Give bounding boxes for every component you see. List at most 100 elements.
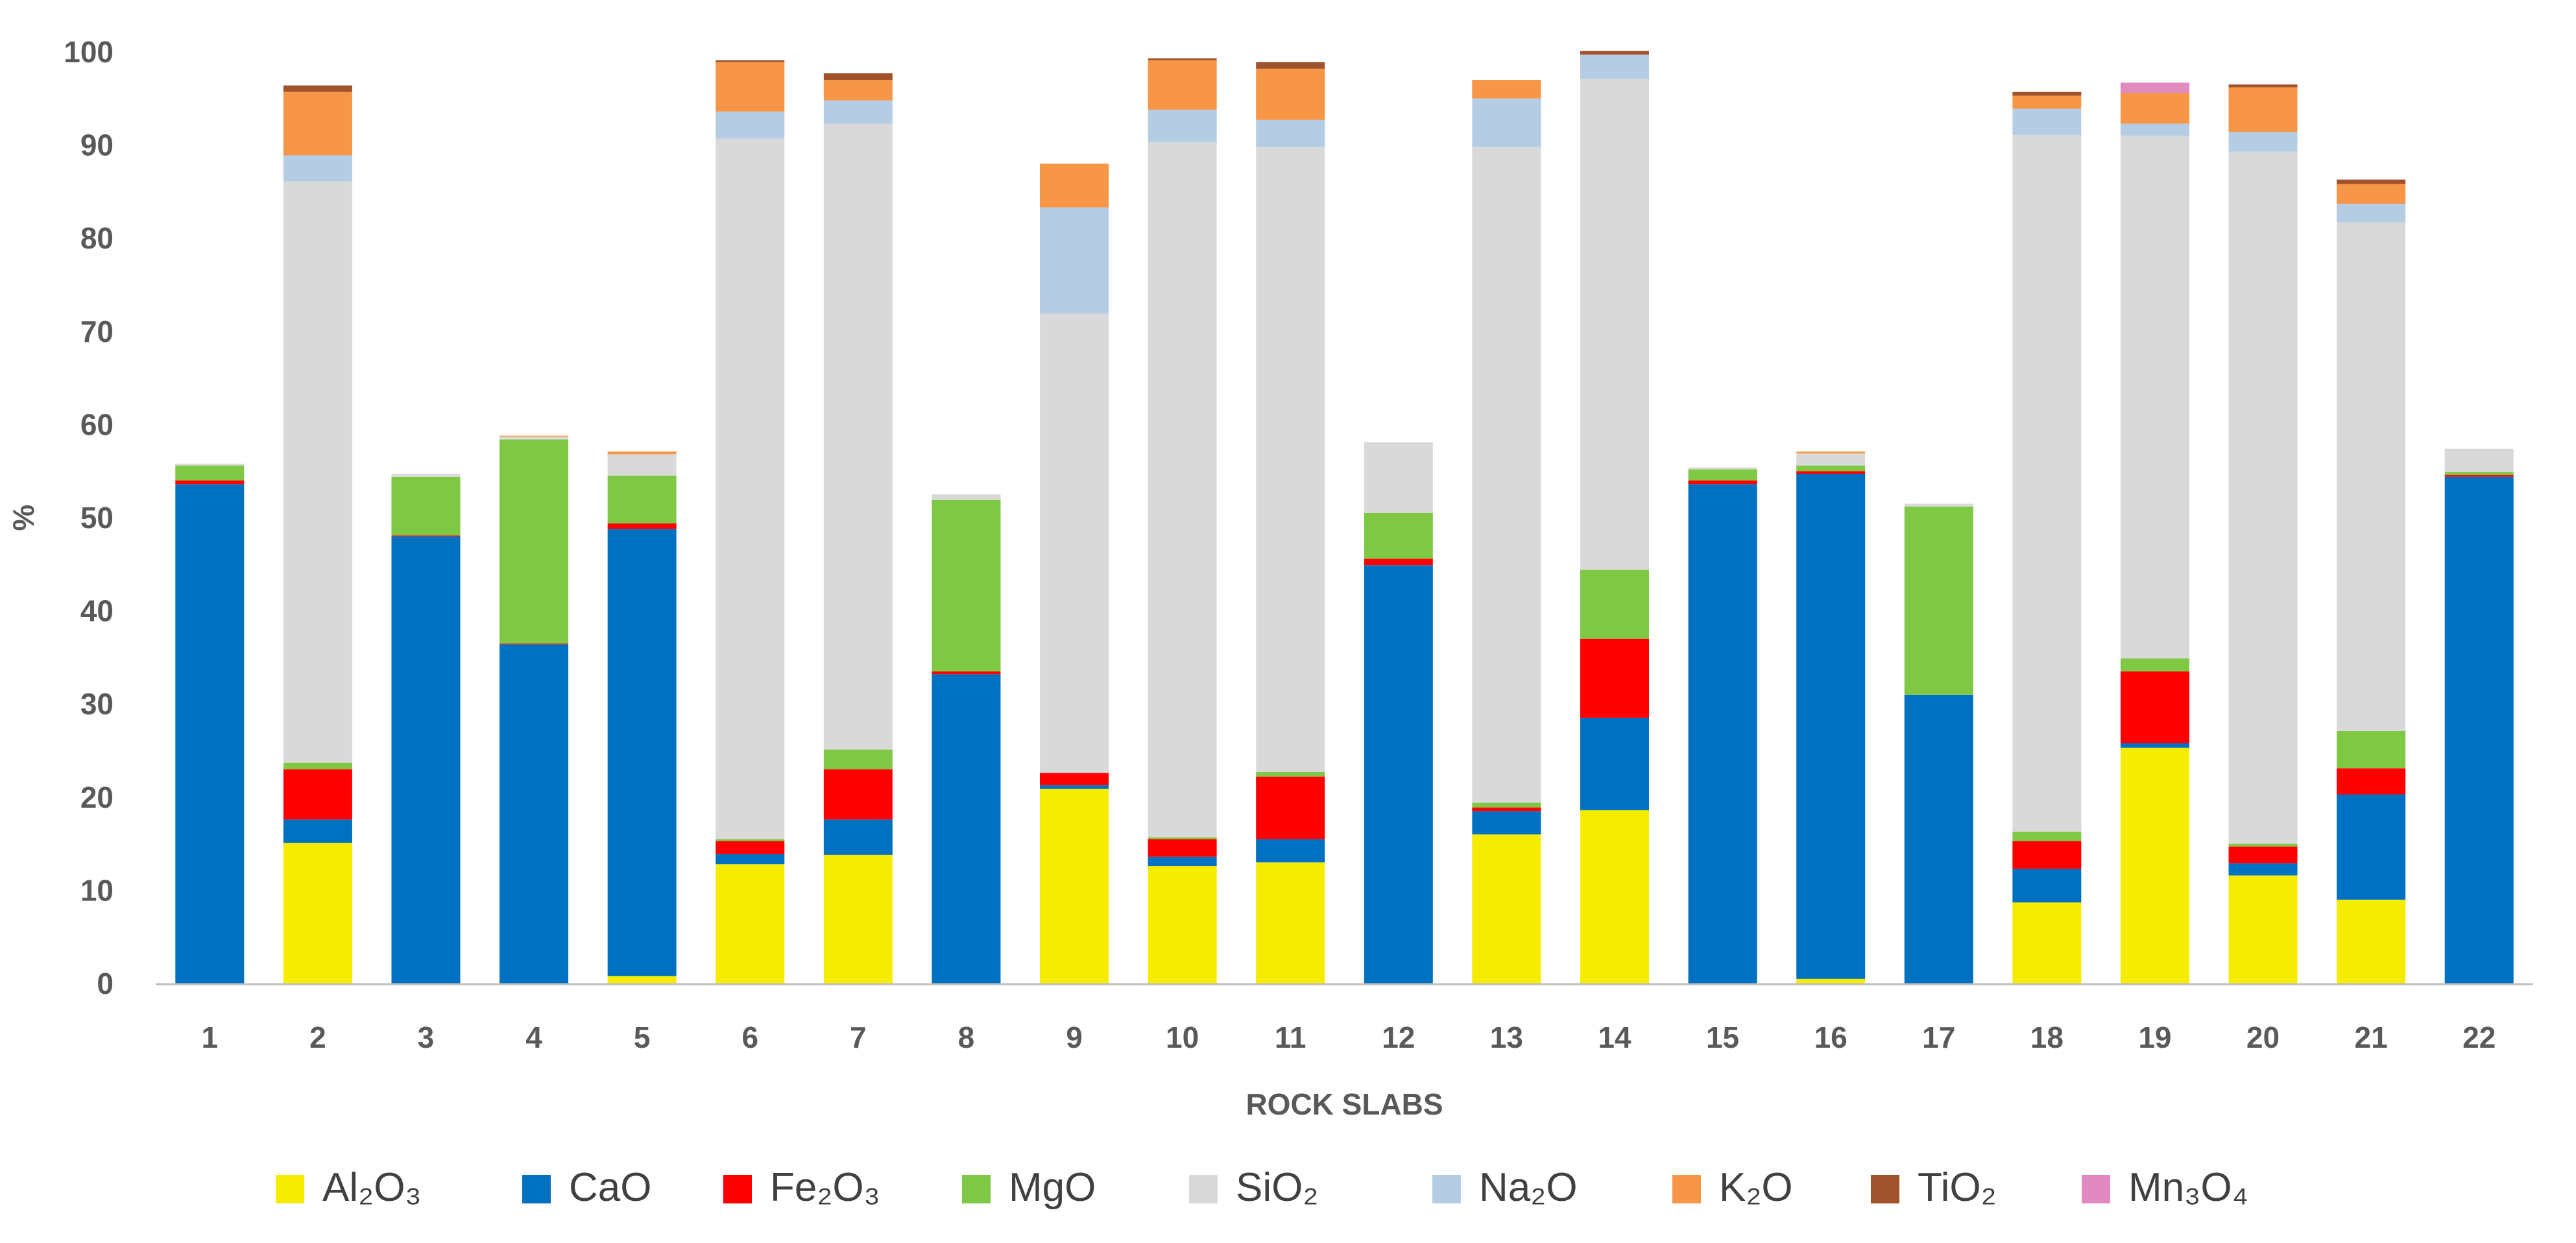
bar-segment-1-s2 bbox=[175, 480, 245, 485]
bar-segment-20-s2 bbox=[2228, 846, 2298, 863]
x-tick-label: 1 bbox=[202, 1020, 219, 1054]
bar-segment-9-s5 bbox=[1040, 207, 1109, 314]
bar-segment-2-s2 bbox=[283, 769, 352, 820]
bar-segment-3-s1 bbox=[391, 536, 461, 984]
bar-segment-5-s3 bbox=[607, 476, 677, 524]
bar-segment-5-s4 bbox=[607, 454, 677, 476]
bar-segment-11-s6 bbox=[1256, 68, 1325, 120]
bar-segment-18-s1 bbox=[2012, 869, 2082, 903]
bar-segment-19-s3 bbox=[2120, 658, 2189, 671]
bar-segment-5-s1 bbox=[607, 529, 677, 976]
bar-segment-10-s7 bbox=[1148, 58, 1217, 60]
bar-segment-3-s2 bbox=[391, 535, 461, 537]
bar-segment-18-s3 bbox=[2012, 831, 2082, 841]
bar-segment-19-s4 bbox=[2120, 136, 2189, 658]
bar-segment-10-s0 bbox=[1148, 866, 1217, 984]
bar-segment-21-s7 bbox=[2337, 179, 2406, 184]
bar-segment-6-s5 bbox=[716, 111, 785, 139]
bar-segment-14-s4 bbox=[1580, 78, 1649, 570]
bar-segment-2-s7 bbox=[283, 85, 352, 92]
legend-label: SiO₂ bbox=[1236, 1165, 1318, 1210]
bar-segment-21-s5 bbox=[2337, 204, 2406, 223]
bar-segment-8-s4 bbox=[932, 494, 1001, 500]
bar-segment-6-s3 bbox=[716, 839, 785, 841]
bar-segment-18-s7 bbox=[2012, 91, 2082, 96]
bar-segment-4-s4 bbox=[500, 437, 569, 440]
bar-segment-2-s1 bbox=[283, 819, 352, 843]
bar-segment-19-s1 bbox=[2120, 743, 2189, 748]
bar-segment-18-s2 bbox=[2012, 841, 2082, 869]
bar-segment-19-s8 bbox=[2120, 82, 2189, 93]
bar-segment-18-s5 bbox=[2012, 108, 2082, 135]
bar-segment-11-s2 bbox=[1256, 777, 1325, 839]
bar-segment-13-s5 bbox=[1472, 98, 1541, 147]
bar-segment-5-s2 bbox=[607, 523, 677, 529]
bar-segment-3-s4 bbox=[391, 474, 461, 477]
bar-segment-12-s4 bbox=[1364, 442, 1433, 513]
legend-swatch bbox=[1189, 1175, 1218, 1203]
bar-segment-1-s3 bbox=[175, 465, 245, 481]
bar-segment-14-s3 bbox=[1580, 570, 1649, 639]
bar-segment-7-s2 bbox=[823, 769, 893, 820]
bar-segment-2-s6 bbox=[283, 91, 352, 156]
bar-segment-11-s7 bbox=[1256, 62, 1325, 69]
x-tick-label: 15 bbox=[1706, 1020, 1739, 1054]
bar-segment-15-s1 bbox=[1688, 484, 1757, 984]
bar-segment-10-s6 bbox=[1148, 60, 1217, 110]
bar-segment-19-s6 bbox=[2120, 93, 2189, 124]
bar-segment-8-s3 bbox=[932, 500, 1001, 671]
legend-label: Al₂O₃ bbox=[322, 1165, 422, 1210]
y-tick-label: 0 bbox=[97, 967, 114, 1000]
legend-swatch bbox=[1871, 1175, 1899, 1203]
bar-segment-17-s1 bbox=[1904, 694, 1973, 984]
bar-segment-20-s6 bbox=[2228, 87, 2298, 132]
bar-segment-19-s5 bbox=[2120, 123, 2189, 136]
bar-segment-20-s7 bbox=[2228, 84, 2298, 88]
x-tick-label: 5 bbox=[634, 1020, 651, 1054]
bar-segment-11-s5 bbox=[1256, 119, 1325, 147]
bar-segment-20-s0 bbox=[2228, 875, 2298, 984]
bar-segment-22-s1 bbox=[2444, 476, 2514, 984]
bar-segment-17-s3 bbox=[1904, 506, 1973, 695]
bar-segment-12-s3 bbox=[1364, 513, 1433, 559]
bar-segment-19-s0 bbox=[2120, 747, 2189, 984]
x-tick-label: 14 bbox=[1598, 1020, 1631, 1054]
bar-segment-9-s1 bbox=[1040, 785, 1109, 789]
bar-segment-21-s0 bbox=[2337, 899, 2406, 984]
x-tick-label: 3 bbox=[418, 1020, 435, 1054]
bar-segment-14-s0 bbox=[1580, 810, 1649, 984]
legend-swatch bbox=[1672, 1175, 1701, 1203]
bar-segment-2-s0 bbox=[283, 843, 352, 984]
bar-segment-3-s3 bbox=[391, 476, 461, 536]
bar-segment-2-s4 bbox=[283, 181, 352, 763]
bar-segment-8-s2 bbox=[932, 671, 1001, 675]
bar-segment-18-s4 bbox=[2012, 134, 2082, 832]
legend: Al₂O₃ CaO Fe₂O₃ MgO SiO₂ Na₂O K₂O TiO₂ Mn₃O₄ bbox=[276, 1165, 2248, 1210]
bar-segment-21-s1 bbox=[2337, 794, 2406, 900]
x-tick-label: 17 bbox=[1922, 1020, 1955, 1054]
bar-segment-9-s6 bbox=[1040, 163, 1109, 208]
bar-segment-6-s7 bbox=[716, 60, 785, 62]
bar-segment-7-s1 bbox=[823, 819, 893, 855]
legend-label: Fe₂O₃ bbox=[770, 1165, 880, 1210]
bar-segment-6-s1 bbox=[716, 854, 785, 865]
bar-segment-9-s2 bbox=[1040, 773, 1109, 786]
x-tick-label: 18 bbox=[2030, 1020, 2064, 1054]
bar-segment-16-s2 bbox=[1796, 471, 1866, 474]
bar-segment-7-s7 bbox=[823, 73, 893, 80]
bar-segment-9-s0 bbox=[1040, 788, 1109, 984]
bar-segment-19-s2 bbox=[2120, 671, 2189, 743]
legend-swatch bbox=[962, 1175, 991, 1203]
bar-segment-5-s0 bbox=[607, 976, 677, 984]
bar-segment-10-s3 bbox=[1148, 837, 1217, 839]
bar-segment-6-s6 bbox=[716, 62, 785, 112]
bar-segment-7-s5 bbox=[823, 100, 893, 124]
bar-segment-6-s0 bbox=[716, 864, 785, 984]
x-tick-label: 2 bbox=[309, 1020, 326, 1054]
bar-segment-10-s4 bbox=[1148, 142, 1217, 838]
bar-segment-16-s3 bbox=[1796, 465, 1866, 472]
legend-label: Na₂O bbox=[1479, 1165, 1578, 1210]
bar-segment-16-s0 bbox=[1796, 978, 1866, 984]
bar-segment-13-s4 bbox=[1472, 147, 1541, 803]
